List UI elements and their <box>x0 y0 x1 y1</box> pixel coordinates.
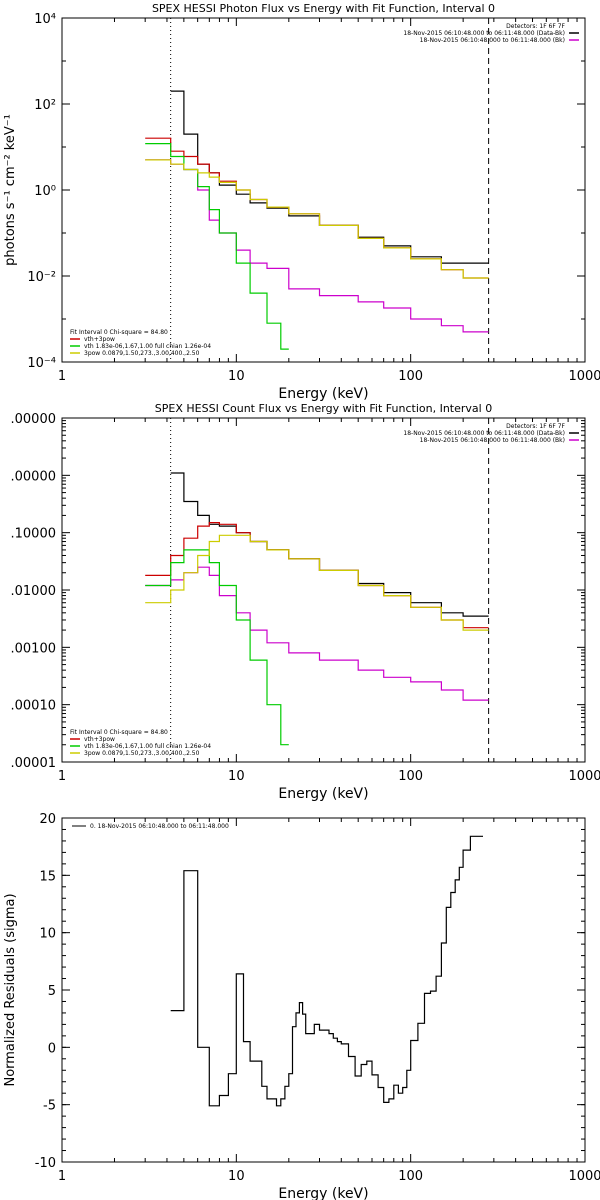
x-axis-label: Energy (keV) <box>278 1186 368 1200</box>
chart-title: SPEX HESSI Count Flux vs Energy with Fit… <box>155 402 492 415</box>
series-line <box>145 549 289 746</box>
x-tick-label: 1000 <box>568 369 600 384</box>
y-tick-label: 10⁰ <box>34 184 56 199</box>
y-axis-label: photons s⁻¹ cm⁻² keV⁻¹ <box>3 114 18 266</box>
x-tick-label: 10 <box>228 1169 245 1184</box>
y-tick-label: 15 <box>39 869 56 884</box>
legend-entry: vth 1.83e-06,1.67,1.00 full chian 1.26e-… <box>84 343 211 350</box>
legend-entry: Detectors: 1F 6F 7F <box>506 423 565 430</box>
y-tick-label: .00001 <box>11 756 57 771</box>
series-line <box>145 566 489 701</box>
x-tick-label: 100 <box>398 1169 423 1184</box>
x-tick-label: 10 <box>228 369 245 384</box>
plot-frame <box>61 17 586 363</box>
chart-title: SPEX HESSI Photon Flux vs Energy with Fi… <box>152 2 495 15</box>
series-line <box>145 159 489 279</box>
y-tick-label: 10⁴ <box>34 12 56 27</box>
legend-entry: 3pow 0.0879,1.50,273.,3.00,400.,2.50 <box>84 350 200 357</box>
x-axis-label: Energy (keV) <box>278 386 368 402</box>
y-tick-label: .10000 <box>11 527 57 542</box>
legend-entry: 18-Nov-2015 06:10:48.000 to 06:11:48.000… <box>420 437 565 444</box>
y-tick-label: 0 <box>48 1041 56 1056</box>
series-line <box>145 534 489 631</box>
x-tick-label: 1 <box>58 769 66 784</box>
series-line <box>170 472 489 617</box>
legend-entry: Detectors: 1F 6F 7F <box>506 23 565 30</box>
legend-entry: 3pow 0.0879,1.50,273.,3.00,400.,2.50 <box>84 750 200 757</box>
legend-entry: 18-Nov-2015 06:10:48.000 to 06:11:48.000… <box>403 430 565 437</box>
x-tick-label: 10 <box>228 769 245 784</box>
series-line <box>170 835 483 1107</box>
legend-entry: Fit Interval 0 Chi-square = 84.80 <box>70 329 168 336</box>
legend-entry: vth+3pow <box>84 336 115 343</box>
legend-entry: 18-Nov-2015 06:10:48.000 to 06:11:48.000… <box>420 37 565 44</box>
y-axis-label: Normalized Residuals (sigma) <box>3 893 18 1086</box>
y-tick-label: 10⁻⁴ <box>27 356 56 371</box>
legend-entry: vth+3pow <box>84 736 115 743</box>
legend-entry: vth 1.83e-06,1.67,1.00 full chian 1.26e-… <box>84 743 211 750</box>
series-line <box>145 143 289 350</box>
y-tick-label: .01000 <box>11 584 57 599</box>
y-tick-label: .00000 <box>11 412 57 427</box>
y-tick-label: 10² <box>34 98 56 113</box>
x-tick-label: 1000 <box>568 769 600 784</box>
y-tick-label: 5 <box>48 984 56 999</box>
y-tick-label: 20 <box>39 812 56 827</box>
series-line <box>145 522 489 629</box>
y-tick-label: -5 <box>43 1099 56 1114</box>
x-tick-label: 1 <box>58 369 66 384</box>
x-tick-label: 100 <box>398 369 423 384</box>
x-tick-label: 1000 <box>568 1169 600 1184</box>
plot-frame <box>61 417 586 763</box>
legend-entry: 18-Nov-2015 06:10:48.000 to 06:11:48.000… <box>403 30 565 37</box>
x-tick-label: 100 <box>398 769 423 784</box>
series-line <box>145 159 489 333</box>
y-tick-label: .00100 <box>11 641 57 656</box>
y-tick-label: .00010 <box>11 699 57 714</box>
legend-entry: 0. 18-Nov-2015 06:10:48.000 to 06:11:48.… <box>90 823 229 830</box>
x-tick-label: 1 <box>58 1169 66 1184</box>
y-tick-label: 10 <box>39 927 56 942</box>
y-tick-label: .00000 <box>11 469 57 484</box>
plot-frame <box>61 817 586 1163</box>
y-tick-label: -10 <box>35 1156 56 1171</box>
legend-entry: Fit Interval 0 Chi-square = 84.80 <box>70 729 168 736</box>
y-tick-label: 10⁻² <box>27 270 56 285</box>
x-axis-label: Energy (keV) <box>278 786 368 802</box>
